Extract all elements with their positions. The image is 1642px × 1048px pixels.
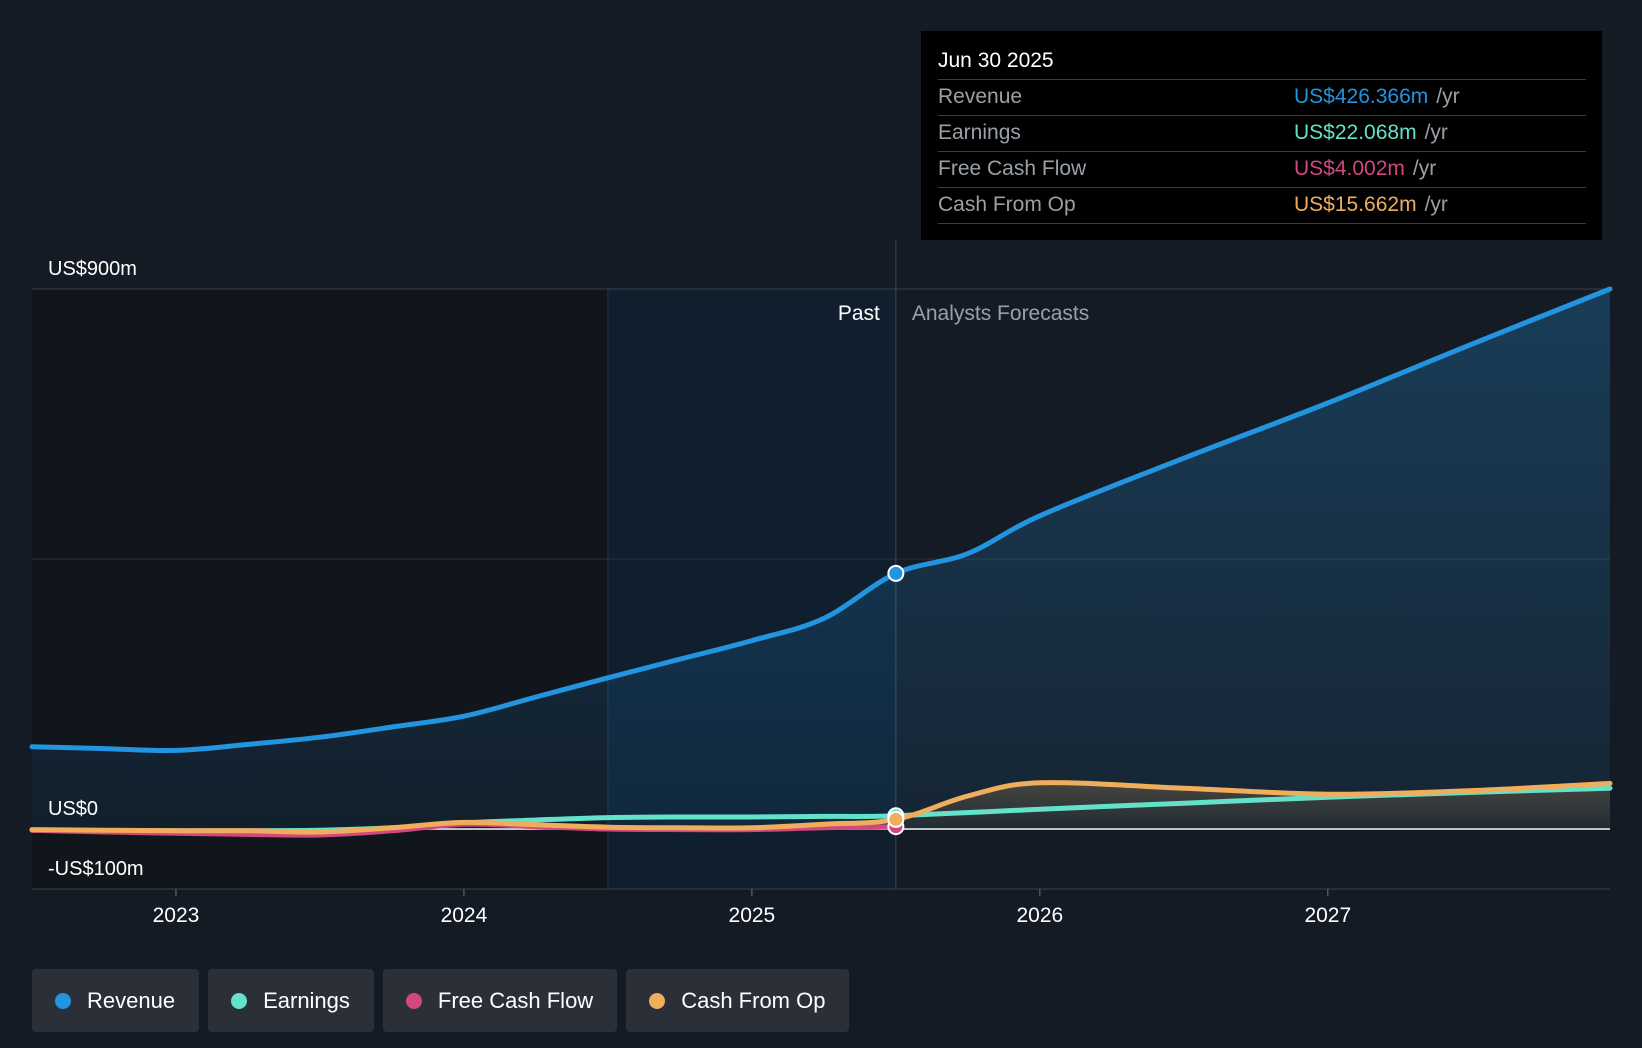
tooltip-row-free-cash-flow: Free Cash Flow US$4.002m/yr (938, 151, 1586, 187)
legend-label: Earnings (263, 987, 350, 1013)
tooltip-value: US$426.366m (1294, 85, 1429, 108)
tooltip-label: Cash From Op (938, 193, 1076, 216)
tooltip-row-earnings: Earnings US$22.068m/yr (938, 115, 1586, 151)
tooltip-unit: /yr (1424, 193, 1448, 216)
x-tick-label: 2023 (153, 904, 200, 927)
legend-label: Free Cash Flow (437, 987, 594, 1013)
cash-from-op-dot-icon (649, 992, 666, 1009)
tooltip-label: Earnings (938, 121, 1021, 144)
tooltip-row-cash-from-op: Cash From Op US$15.662m/yr (938, 187, 1586, 224)
tooltip-unit: /yr (1424, 121, 1448, 144)
tooltip-label: Revenue (938, 85, 1023, 108)
legend-label: Revenue (87, 987, 176, 1013)
free-cash-flow-dot-icon (405, 992, 422, 1009)
revenue-dot-icon (55, 992, 71, 1009)
earnings-dot-icon (231, 992, 248, 1009)
legend: Revenue Earnings Free Cash Flow Cash Fro… (32, 969, 850, 1032)
tooltip-unit: /yr (1412, 157, 1437, 180)
revenue-line (29, 286, 1613, 754)
tooltip-value: US$22.068m (1294, 121, 1417, 144)
tooltip-value: US$4.002m (1294, 157, 1405, 180)
revenue-marker (887, 564, 905, 582)
tooltip-row-revenue: Revenue US$426.366m/yr (938, 79, 1586, 115)
x-tick-label: 2025 (729, 904, 776, 927)
legend-item-cash-from-op[interactable]: Cash From Op (626, 969, 850, 1032)
past-label: Past (838, 302, 880, 325)
forecast-label: Analysts Forecasts (912, 302, 1089, 325)
legend-item-free-cash-flow[interactable]: Free Cash Flow (382, 969, 618, 1032)
legend-label: Cash From Op (681, 987, 826, 1013)
x-tick-label: 2026 (1016, 904, 1063, 927)
x-tick-label: 2027 (1304, 904, 1351, 927)
x-tick-label: 2024 (441, 904, 488, 927)
y-tick-label: US$0 (48, 798, 98, 820)
revenue-area (32, 289, 1610, 829)
cash-from-op-marker (887, 810, 905, 828)
cash-from-op-line (29, 780, 1613, 835)
legend-item-revenue[interactable]: Revenue (32, 969, 200, 1032)
tooltip-value: US$15.662m (1294, 193, 1417, 216)
legend-item-earnings[interactable]: Earnings (208, 969, 374, 1032)
tooltip: Jun 30 2025 Revenue US$426.366m/yr Earni… (921, 31, 1602, 240)
y-tick-label: US$900m (48, 258, 137, 280)
y-tick-label: -US$100m (48, 858, 144, 880)
tooltip-date: Jun 30 2025 (938, 49, 1054, 72)
tooltip-unit: /yr (1436, 85, 1460, 108)
tooltip-label: Free Cash Flow (938, 157, 1087, 180)
